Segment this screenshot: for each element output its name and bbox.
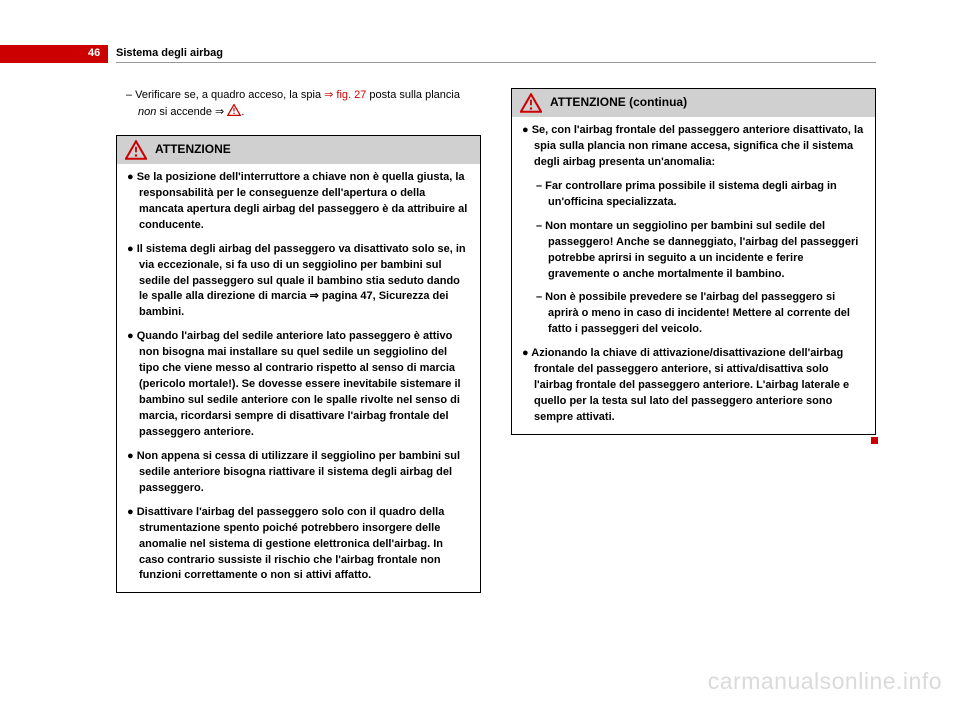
body-line-1: – Verificare se, a quadro acceso, la spi… <box>116 88 481 121</box>
warning-title: ATTENZIONE (continua) <box>550 94 687 111</box>
warning-header: ATTENZIONE (continua) <box>512 89 875 117</box>
text-em: non <box>138 106 156 118</box>
warning-box-left: ATTENZIONE ● Se la posizione dell'interr… <box>116 135 481 594</box>
warning-triangle-icon <box>125 140 147 160</box>
warning-item: ● Quando l'airbag del sedile anteriore l… <box>127 329 470 441</box>
warning-subitem: – Non montare un seggiolino per bambini … <box>522 219 865 283</box>
warning-item: ● Il sistema degli airbag del passeggero… <box>127 242 470 322</box>
warning-triangle-icon <box>227 104 241 116</box>
text: si accende ⇒ <box>156 106 227 118</box>
warning-body: ● Se, con l'airbag frontale del passegge… <box>512 117 875 434</box>
warning-box-right: ATTENZIONE (continua) ● Se, con l'airbag… <box>511 88 876 435</box>
warning-item: ● Non appena si cessa di utilizzare il s… <box>127 449 470 497</box>
page-number: 46 <box>88 47 100 59</box>
end-square-icon <box>871 437 878 444</box>
warning-item: ● Azionando la chiave di attivazione/dis… <box>522 346 865 426</box>
right-column: ATTENZIONE (continua) ● Se, con l'airbag… <box>511 88 876 603</box>
left-column: – Verificare se, a quadro acceso, la spi… <box>116 88 481 603</box>
warning-item: ● Se la posizione dell'interruttore a ch… <box>127 170 470 234</box>
watermark: carmanualsonline.info <box>708 668 942 695</box>
section-title: Sistema degli airbag <box>116 47 223 59</box>
text: – Verificare se, a quadro acceso, la spi… <box>126 89 324 101</box>
header-rule <box>116 62 876 63</box>
content-columns: – Verificare se, a quadro acceso, la spi… <box>116 88 876 603</box>
warning-header: ATTENZIONE <box>117 136 480 164</box>
warning-item: ● Se, con l'airbag frontale del passegge… <box>522 123 865 171</box>
warning-subitem: – Far controllare prima possibile il sis… <box>522 179 865 211</box>
warning-body: ● Se la posizione dell'interruttore a ch… <box>117 164 480 593</box>
warning-item: ● Disattivare l'airbag del passeggero so… <box>127 505 470 585</box>
warning-triangle-icon <box>520 93 542 113</box>
warning-subitem: – Non è possibile prevedere se l'airbag … <box>522 290 865 338</box>
text: . <box>241 106 244 118</box>
warning-title: ATTENZIONE <box>155 141 231 158</box>
fig-ref: ⇒ fig. 27 <box>324 89 366 101</box>
text: posta sulla plancia <box>366 89 460 101</box>
